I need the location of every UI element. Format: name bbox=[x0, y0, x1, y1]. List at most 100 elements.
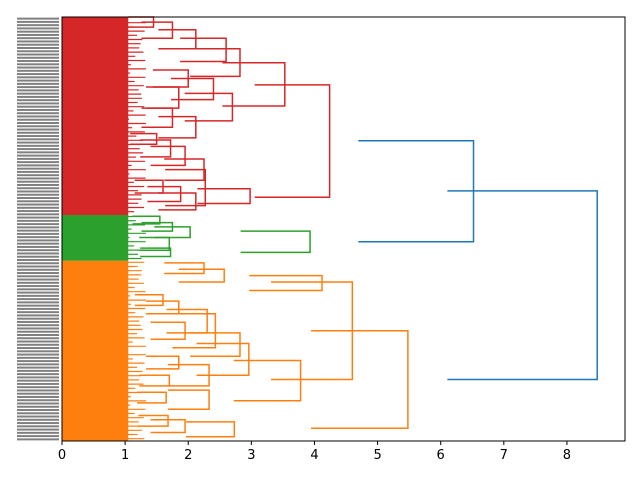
leaf-label bbox=[17, 311, 59, 314]
leaf-label bbox=[17, 20, 59, 23]
leaf-label bbox=[17, 99, 59, 102]
leaf-label bbox=[17, 431, 59, 434]
leaf-label-column bbox=[17, 17, 59, 441]
leaf-label bbox=[17, 399, 59, 402]
leaf-label bbox=[17, 151, 59, 154]
dendrogram-links bbox=[128, 16, 598, 438]
leaf-label bbox=[17, 102, 59, 105]
leaf-label bbox=[17, 154, 59, 157]
leaf-label bbox=[17, 27, 59, 30]
leaf-label bbox=[17, 376, 59, 379]
leaf-label bbox=[17, 33, 59, 36]
leaf-label bbox=[17, 190, 59, 193]
leaf-label bbox=[17, 379, 59, 382]
x-tick-label: 4 bbox=[310, 448, 318, 463]
leaf-label bbox=[17, 405, 59, 408]
leaf-label bbox=[17, 245, 59, 248]
leaf-label bbox=[17, 46, 59, 49]
leaf-label bbox=[17, 324, 59, 327]
leaf-cluster-bands bbox=[62, 17, 146, 441]
leaf-label bbox=[17, 177, 59, 180]
leaf-label bbox=[17, 275, 59, 278]
cluster-link bbox=[150, 419, 186, 434]
leaf-label bbox=[17, 206, 59, 209]
leaf-label bbox=[17, 395, 59, 398]
cluster-link bbox=[171, 77, 215, 101]
x-tick-label: 3 bbox=[247, 448, 255, 463]
leaf-label bbox=[17, 272, 59, 275]
leaf-label bbox=[17, 422, 59, 425]
leaf-label bbox=[17, 281, 59, 284]
leaf-label bbox=[17, 327, 59, 330]
cluster-link bbox=[138, 414, 169, 427]
leaf-label bbox=[17, 418, 59, 421]
cluster-link bbox=[154, 226, 191, 239]
leaf-label bbox=[17, 285, 59, 288]
leaf-label bbox=[17, 369, 59, 372]
leaf-label bbox=[17, 412, 59, 415]
cluster-link bbox=[140, 247, 172, 258]
cluster-link bbox=[150, 145, 186, 167]
cluster-link bbox=[139, 374, 171, 387]
cluster-link bbox=[134, 293, 164, 307]
cluster-link bbox=[147, 185, 182, 203]
leaf-label bbox=[17, 226, 59, 229]
cluster-link bbox=[190, 332, 241, 357]
leaf-label bbox=[17, 258, 59, 261]
leaf-label bbox=[17, 307, 59, 310]
leaf-label bbox=[17, 76, 59, 79]
leaf-label bbox=[17, 425, 59, 428]
leaf-label bbox=[17, 157, 59, 160]
leaf-label bbox=[17, 73, 59, 76]
leaf-label bbox=[17, 24, 59, 27]
leaf-label bbox=[17, 174, 59, 177]
leaf-label bbox=[17, 86, 59, 89]
cluster-link bbox=[165, 168, 207, 207]
leaf-label bbox=[17, 164, 59, 167]
leaf-band-1 bbox=[62, 17, 129, 216]
cluster-link bbox=[196, 342, 250, 377]
cluster-link bbox=[132, 215, 161, 225]
leaf-label bbox=[17, 334, 59, 336]
cluster-link bbox=[166, 308, 208, 334]
x-tick-label: 0 bbox=[58, 448, 66, 463]
leaf-label bbox=[17, 17, 59, 20]
leaf-label bbox=[17, 294, 59, 297]
leaf-label bbox=[17, 438, 59, 441]
x-tick-label: 6 bbox=[437, 448, 445, 463]
leaf-label bbox=[17, 135, 59, 138]
leaf-label bbox=[17, 291, 59, 294]
cluster-link bbox=[139, 236, 171, 251]
leaf-label bbox=[17, 356, 59, 359]
leaf-label bbox=[17, 239, 59, 242]
leaf-label bbox=[17, 317, 59, 320]
cluster-link bbox=[240, 230, 311, 254]
leaf-label bbox=[17, 170, 59, 173]
leaf-label bbox=[17, 402, 59, 405]
leaf-label bbox=[17, 216, 59, 219]
leaf-label bbox=[17, 353, 59, 356]
leaf-band-2 bbox=[62, 215, 129, 261]
leaf-label bbox=[17, 95, 59, 98]
cluster-link bbox=[141, 107, 174, 128]
leaf-label bbox=[17, 340, 59, 343]
leaf-label bbox=[17, 193, 59, 196]
leaf-label bbox=[17, 105, 59, 108]
leaf-label bbox=[17, 278, 59, 281]
leaf-label bbox=[17, 187, 59, 190]
leaf-label bbox=[17, 236, 59, 239]
leaf-label bbox=[17, 347, 59, 350]
leaf-label bbox=[17, 392, 59, 395]
cluster-link bbox=[146, 300, 180, 315]
leaf-label bbox=[17, 320, 59, 323]
cluster-link bbox=[158, 115, 197, 139]
cluster-link bbox=[136, 391, 167, 404]
leaf-label bbox=[17, 92, 59, 95]
leaf-label bbox=[17, 213, 59, 216]
cluster-link bbox=[186, 421, 236, 438]
leaf-label bbox=[17, 203, 59, 206]
leaf-label bbox=[17, 304, 59, 307]
cluster-link bbox=[233, 359, 302, 402]
cluster-link bbox=[158, 28, 197, 50]
